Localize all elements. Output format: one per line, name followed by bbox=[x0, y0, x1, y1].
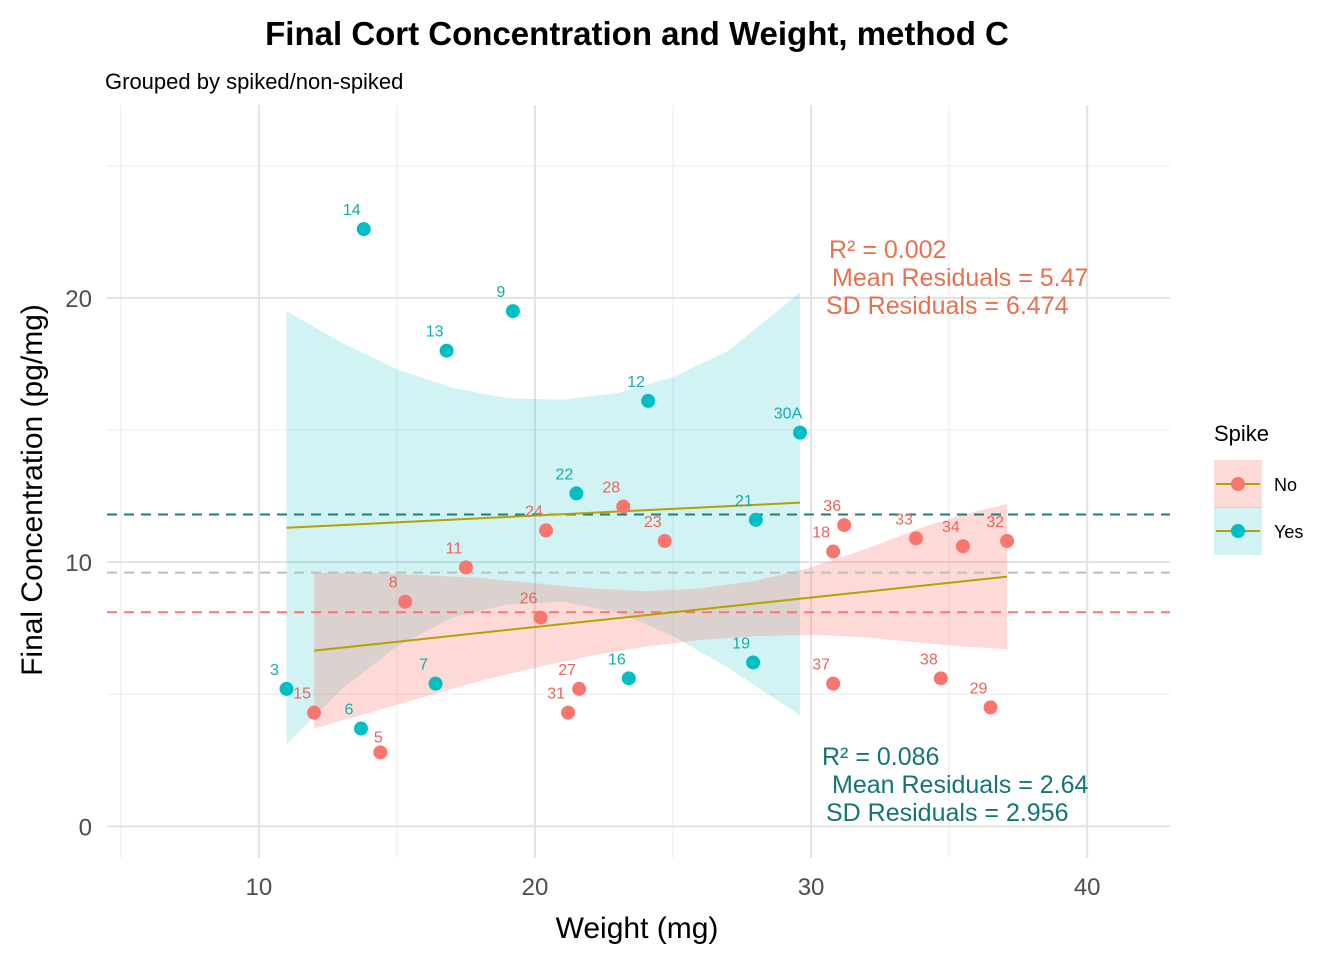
data-point bbox=[354, 721, 369, 736]
point-label: 29 bbox=[970, 680, 988, 697]
grid bbox=[107, 105, 1170, 858]
x-tick-label: 40 bbox=[1074, 874, 1101, 901]
data-point bbox=[458, 560, 473, 575]
point-label: 28 bbox=[602, 480, 620, 497]
y-tick-label: 0 bbox=[79, 814, 92, 841]
point-label: 6 bbox=[345, 702, 354, 719]
data-point bbox=[748, 512, 763, 527]
stat-yes-2: SD Residuals = 2.956 bbox=[826, 799, 1069, 827]
data-point bbox=[657, 533, 672, 548]
y-tick-label: 20 bbox=[65, 286, 92, 313]
data-point bbox=[307, 705, 322, 720]
stat-yes-0: R² = 0.086 bbox=[822, 743, 939, 771]
legend-label-yes: Yes bbox=[1274, 522, 1303, 542]
y-axis-title: Final Concentration (pg/mg) bbox=[16, 304, 49, 676]
data-point bbox=[279, 681, 294, 696]
point-label: 3 bbox=[270, 662, 279, 679]
data-point bbox=[641, 393, 656, 408]
fit-line-yes bbox=[286, 501, 801, 529]
point-label: 32 bbox=[986, 514, 1004, 531]
point-label: 11 bbox=[446, 540, 463, 557]
y-tick-label: 10 bbox=[65, 550, 92, 577]
legend-key-point bbox=[1231, 524, 1245, 538]
data-point bbox=[439, 343, 454, 358]
confidence-band-yes bbox=[286, 292, 800, 745]
data-point bbox=[569, 486, 584, 501]
data-point bbox=[621, 671, 636, 686]
stat-no-0: R² = 0.002 bbox=[829, 236, 946, 264]
data-point bbox=[908, 531, 923, 546]
data-point bbox=[561, 705, 576, 720]
stat-no-1: Mean Residuals = 5.47 bbox=[832, 264, 1088, 292]
fit-line-no bbox=[313, 575, 1008, 652]
data-points bbox=[279, 222, 1015, 760]
point-label: 16 bbox=[608, 651, 626, 668]
point-label: 24 bbox=[525, 503, 543, 520]
data-point bbox=[746, 655, 761, 670]
legend-title: Spike bbox=[1214, 421, 1269, 446]
point-label: 12 bbox=[627, 374, 645, 391]
data-point bbox=[572, 681, 587, 696]
chart-subtitle: Grouped by spiked/non-spiked bbox=[105, 69, 403, 94]
legend-key-point bbox=[1231, 477, 1245, 491]
point-label: 9 bbox=[496, 284, 505, 301]
x-axis-title: Weight (mg) bbox=[556, 912, 719, 945]
data-point bbox=[373, 745, 388, 760]
data-point bbox=[837, 518, 852, 533]
confidence-band-no bbox=[314, 504, 1008, 729]
x-tick-label: 30 bbox=[798, 874, 825, 901]
data-point bbox=[1000, 533, 1015, 548]
axis-ticks: 10 20 30 40 0 10 20 bbox=[65, 286, 1100, 901]
point-label: 33 bbox=[895, 511, 913, 528]
point-labels: 1558112624312728233718363338342932361471… bbox=[270, 202, 1004, 746]
data-point bbox=[616, 499, 631, 514]
data-point bbox=[955, 539, 970, 554]
point-label: 27 bbox=[558, 662, 576, 679]
legend: Spike No Yes bbox=[1214, 421, 1303, 555]
point-label: 21 bbox=[735, 493, 753, 510]
point-label: 23 bbox=[644, 514, 662, 531]
stat-no-2: SD Residuals = 6.474 bbox=[826, 292, 1069, 320]
point-label: 30A bbox=[774, 406, 803, 423]
legend-key-yes bbox=[1214, 507, 1262, 555]
stat-yes-1: Mean Residuals = 2.64 bbox=[832, 771, 1089, 799]
point-label: 37 bbox=[812, 657, 830, 674]
data-point bbox=[826, 676, 841, 691]
fit-lines bbox=[286, 501, 1008, 652]
point-label: 18 bbox=[812, 525, 830, 542]
point-label: 22 bbox=[555, 466, 573, 483]
mean-lines bbox=[107, 513, 1170, 614]
point-label: 36 bbox=[823, 498, 841, 515]
data-point bbox=[356, 222, 371, 237]
point-label: 19 bbox=[732, 635, 750, 652]
point-label: 38 bbox=[920, 651, 938, 668]
legend-label-no: No bbox=[1274, 475, 1297, 495]
data-point bbox=[398, 594, 413, 609]
data-point bbox=[505, 304, 520, 319]
point-label: 8 bbox=[389, 575, 398, 592]
point-label: 15 bbox=[293, 686, 311, 703]
point-label: 7 bbox=[419, 657, 428, 674]
point-label: 5 bbox=[374, 729, 383, 746]
x-tick-label: 10 bbox=[246, 874, 273, 901]
legend-key-no bbox=[1214, 460, 1262, 508]
data-point bbox=[826, 544, 841, 559]
confidence-bands bbox=[286, 292, 1008, 745]
x-tick-label: 20 bbox=[522, 874, 549, 901]
point-label: 34 bbox=[942, 519, 960, 536]
data-point bbox=[533, 610, 548, 625]
data-point bbox=[933, 671, 948, 686]
data-point bbox=[983, 700, 998, 715]
data-point bbox=[539, 523, 554, 538]
point-label: 26 bbox=[520, 591, 538, 608]
point-label: 31 bbox=[547, 686, 565, 703]
point-label: 13 bbox=[426, 324, 444, 341]
point-label: 14 bbox=[343, 202, 361, 219]
data-point bbox=[428, 676, 443, 691]
data-point bbox=[793, 425, 808, 440]
chart-title: Final Cort Concentration and Weight, met… bbox=[265, 15, 1009, 52]
